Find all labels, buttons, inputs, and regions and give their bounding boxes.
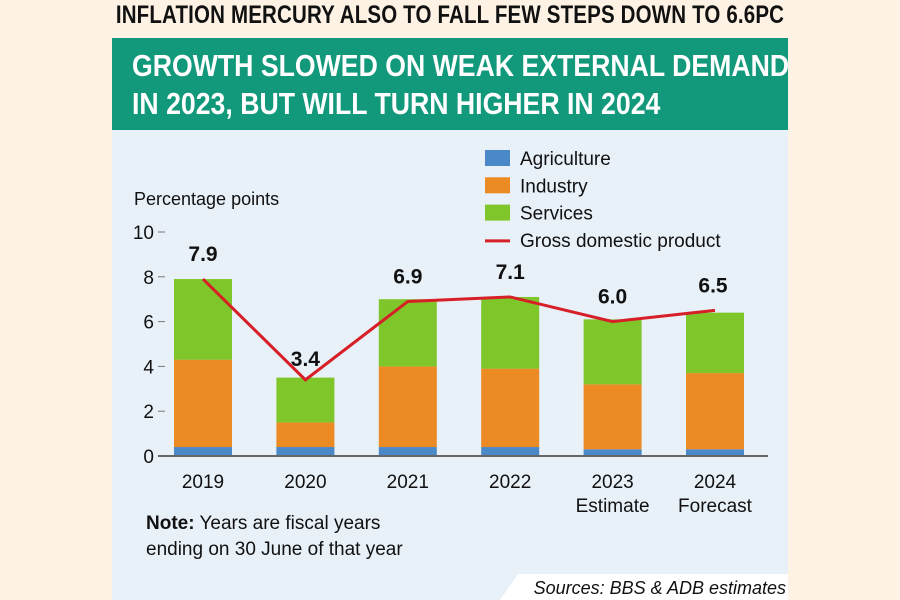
legend-swatch-services xyxy=(485,204,510,221)
legend-label: Industry xyxy=(520,176,588,197)
note-line-2: ending on 30 June of that year xyxy=(146,539,403,560)
legend-label: Agriculture xyxy=(520,149,611,170)
bar-agriculture xyxy=(481,447,540,456)
note-text: Years are fiscal years xyxy=(194,513,381,534)
x-tick-label: 2021 xyxy=(387,472,429,493)
legend-swatch-industry xyxy=(485,177,510,194)
title-banner: GROWTH SLOWED ON WEAK EXTERNAL DEMAND IN… xyxy=(112,38,790,130)
bar-services xyxy=(686,312,744,374)
x-tick-label: 2024 xyxy=(694,472,737,493)
legend-label: Gross domestic product xyxy=(520,231,721,252)
bar-industry xyxy=(686,373,744,450)
headline: INFLATION MERCURY ALSO TO FALL FEW STEPS… xyxy=(115,1,785,29)
y-tick-label: 10 xyxy=(133,223,154,244)
chart-panel: GROWTH SLOWED ON WEAK EXTERNAL DEMAND IN… xyxy=(112,38,790,600)
bar-services xyxy=(583,319,642,385)
bar-agriculture xyxy=(276,447,335,456)
gdp-data-label: 6.5 xyxy=(698,274,728,297)
note-line-1: Note: Years are fiscal years xyxy=(146,513,380,535)
x-tick-label: 2019 xyxy=(182,472,224,493)
bar-industry xyxy=(378,366,437,448)
x-tick-label: Estimate xyxy=(576,496,650,517)
y-tick-label: 4 xyxy=(143,357,154,378)
gdp-data-label: 7.1 xyxy=(496,261,526,284)
y-tick-label: 6 xyxy=(143,313,154,334)
bar-services xyxy=(378,299,437,367)
bar-industry xyxy=(276,422,335,448)
gdp-data-label: 6.9 xyxy=(393,265,422,288)
gdp-data-label: 6.0 xyxy=(598,286,627,309)
gdp-data-label: 3.4 xyxy=(291,348,321,371)
legend-label: Services xyxy=(520,204,593,225)
bar-agriculture xyxy=(174,447,232,456)
x-tick-label: 2023 xyxy=(591,472,633,493)
sources-text: Sources: BBS & ADB estimates xyxy=(533,578,786,598)
bar-industry xyxy=(174,359,232,448)
x-tick-label: Forecast xyxy=(678,496,753,517)
bar-industry xyxy=(583,384,642,450)
bar-services xyxy=(481,296,540,369)
y-tick-label: 0 xyxy=(143,447,154,468)
note-label: Note: xyxy=(146,513,195,534)
y-tick-label: 8 xyxy=(143,268,154,289)
gdp-data-label: 7.9 xyxy=(188,243,217,266)
bar-agriculture xyxy=(686,449,744,456)
bar-agriculture xyxy=(378,447,437,456)
gdp-line xyxy=(201,277,716,382)
sources-box: Sources: BBS & ADB estimates xyxy=(500,574,788,600)
bar-services xyxy=(174,279,232,360)
chart-title-line-2: IN 2023, BUT WILL TURN HIGHER IN 2024 xyxy=(132,86,661,121)
y-axis-label: Percentage points xyxy=(134,189,279,209)
x-tick-label: 2020 xyxy=(284,472,326,493)
legend-swatch-agriculture xyxy=(485,150,510,166)
bar-industry xyxy=(481,368,540,448)
x-tick-label: 2022 xyxy=(489,472,531,493)
y-tick-label: 2 xyxy=(143,402,154,423)
bar-agriculture xyxy=(583,449,642,456)
chart-title-line-1: GROWTH SLOWED ON WEAK EXTERNAL DEMAND xyxy=(132,48,790,83)
bar-services xyxy=(276,377,335,423)
